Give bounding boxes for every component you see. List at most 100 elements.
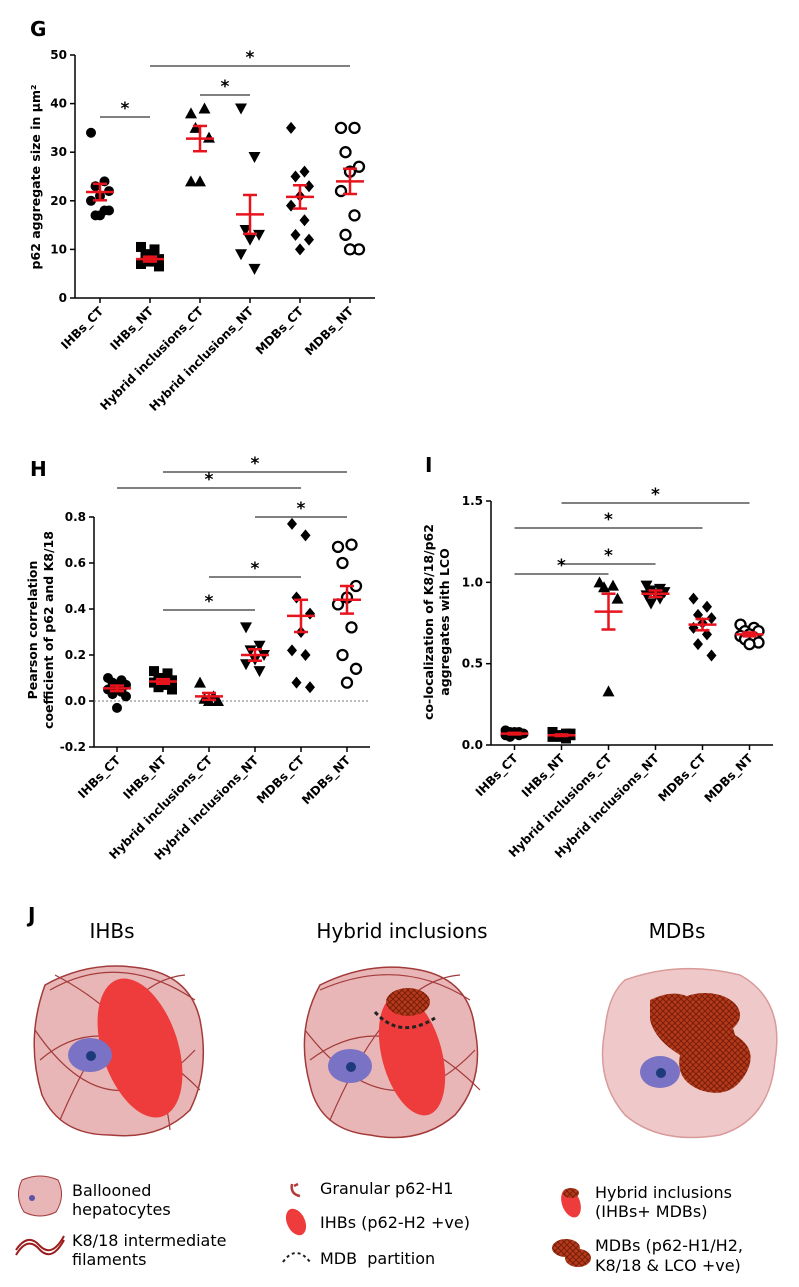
legend-label: K8/18 intermediate <box>72 1231 226 1250</box>
significance-label: * <box>205 470 214 490</box>
point <box>149 666 159 677</box>
y-tick-label: 40 <box>50 97 67 111</box>
point <box>290 170 301 183</box>
legend-label: MDBs (p62-H1/H2, <box>595 1236 743 1255</box>
point <box>348 121 361 135</box>
point <box>688 592 699 605</box>
y-tick-label: 0.8 <box>65 510 86 524</box>
point <box>607 579 619 591</box>
point <box>345 621 358 634</box>
y-axis-label: coefficient of p62 and K8/18 <box>41 531 56 729</box>
panel-label: I <box>425 453 432 477</box>
legend-icon <box>282 1252 311 1263</box>
legend-label: IHBs (p62-H2 +ve) <box>320 1213 470 1232</box>
y-tick-label: 0.4 <box>65 602 86 616</box>
ihb-cell <box>33 965 205 1137</box>
legend-label: MDB partition <box>320 1249 435 1268</box>
legend-icon <box>563 1188 579 1198</box>
point <box>194 175 206 187</box>
y-tick-label: 1.0 <box>462 575 483 589</box>
point <box>300 529 311 542</box>
legend-label: hepatocytes <box>72 1200 171 1219</box>
point <box>305 607 315 620</box>
point <box>331 540 345 554</box>
panel-label: G <box>30 17 46 41</box>
legend-label: Ballooned <box>72 1181 151 1200</box>
y-tick-label: 10 <box>50 242 67 256</box>
significance-label: * <box>297 499 306 519</box>
legend-icon <box>285 1208 307 1236</box>
y-tick-label: 1.5 <box>462 494 483 508</box>
legend-label: Granular p62-H1 <box>320 1179 453 1198</box>
point <box>104 205 114 216</box>
significance-label: * <box>251 454 260 474</box>
significance-label: * <box>121 99 130 119</box>
point <box>334 121 348 135</box>
point <box>286 121 296 134</box>
legend-label: Hybrid inclusions <box>595 1183 732 1202</box>
point <box>336 648 349 662</box>
point <box>145 249 155 260</box>
point <box>706 612 717 625</box>
panel-label: J <box>26 903 35 927</box>
point <box>185 107 197 119</box>
panel-label: H <box>30 457 47 481</box>
significance-label: * <box>651 485 660 505</box>
point <box>299 214 310 227</box>
point <box>248 263 261 275</box>
point <box>95 210 105 221</box>
x-tick-label: IHBs_CT <box>58 304 107 353</box>
x-tick-label: Hybrid inclusions_NT <box>146 304 257 415</box>
significance-label: * <box>604 510 613 530</box>
point <box>602 685 615 697</box>
y-tick-label: 0.5 <box>462 657 483 671</box>
y-axis-label: p62 aggregate size in µm² <box>28 85 43 270</box>
point <box>304 233 314 246</box>
point <box>167 684 177 695</box>
significance-label: * <box>205 592 214 612</box>
point <box>86 195 96 206</box>
legend-label: filaments <box>72 1250 147 1269</box>
point <box>235 249 247 261</box>
x-tick-label: MDBs_NT <box>702 751 757 806</box>
point <box>253 666 266 678</box>
point <box>253 640 266 652</box>
cell-title: Hybrid inclusions <box>316 919 487 943</box>
significance-label: * <box>604 546 613 566</box>
point <box>349 662 363 675</box>
significance-label: * <box>246 48 255 68</box>
point <box>295 243 305 256</box>
point <box>611 592 624 604</box>
y-tick-label: 50 <box>50 48 67 62</box>
point <box>348 209 361 222</box>
y-tick-label: 0.0 <box>65 694 86 708</box>
y-axis-label: Pearson correlation <box>25 561 40 700</box>
point <box>244 234 256 246</box>
y-tick-label: 0.0 <box>462 738 483 752</box>
point <box>189 121 202 133</box>
point <box>287 644 297 657</box>
significance-label: * <box>251 559 260 579</box>
point <box>253 229 265 241</box>
x-tick-label: MDBs_CT <box>655 751 709 805</box>
point <box>112 702 122 713</box>
significance-label: * <box>221 77 230 97</box>
point <box>235 103 247 115</box>
point <box>287 517 297 530</box>
point <box>291 676 302 689</box>
point <box>706 649 717 662</box>
y-tick-label: 30 <box>50 145 67 159</box>
significance-label: * <box>557 556 566 576</box>
point <box>154 261 164 272</box>
x-tick-label: MDBs_NT <box>302 304 357 359</box>
point <box>305 681 315 694</box>
point <box>290 228 301 241</box>
y-tick-label: 0.2 <box>65 648 86 662</box>
point <box>743 637 756 651</box>
legend-icon <box>18 1175 62 1217</box>
x-tick-label: IHBs_CT <box>75 753 124 802</box>
x-tick-label: IHBs_CT <box>473 751 522 800</box>
hybrid-cell <box>303 966 481 1139</box>
y-tick-label: -0.2 <box>60 740 86 754</box>
